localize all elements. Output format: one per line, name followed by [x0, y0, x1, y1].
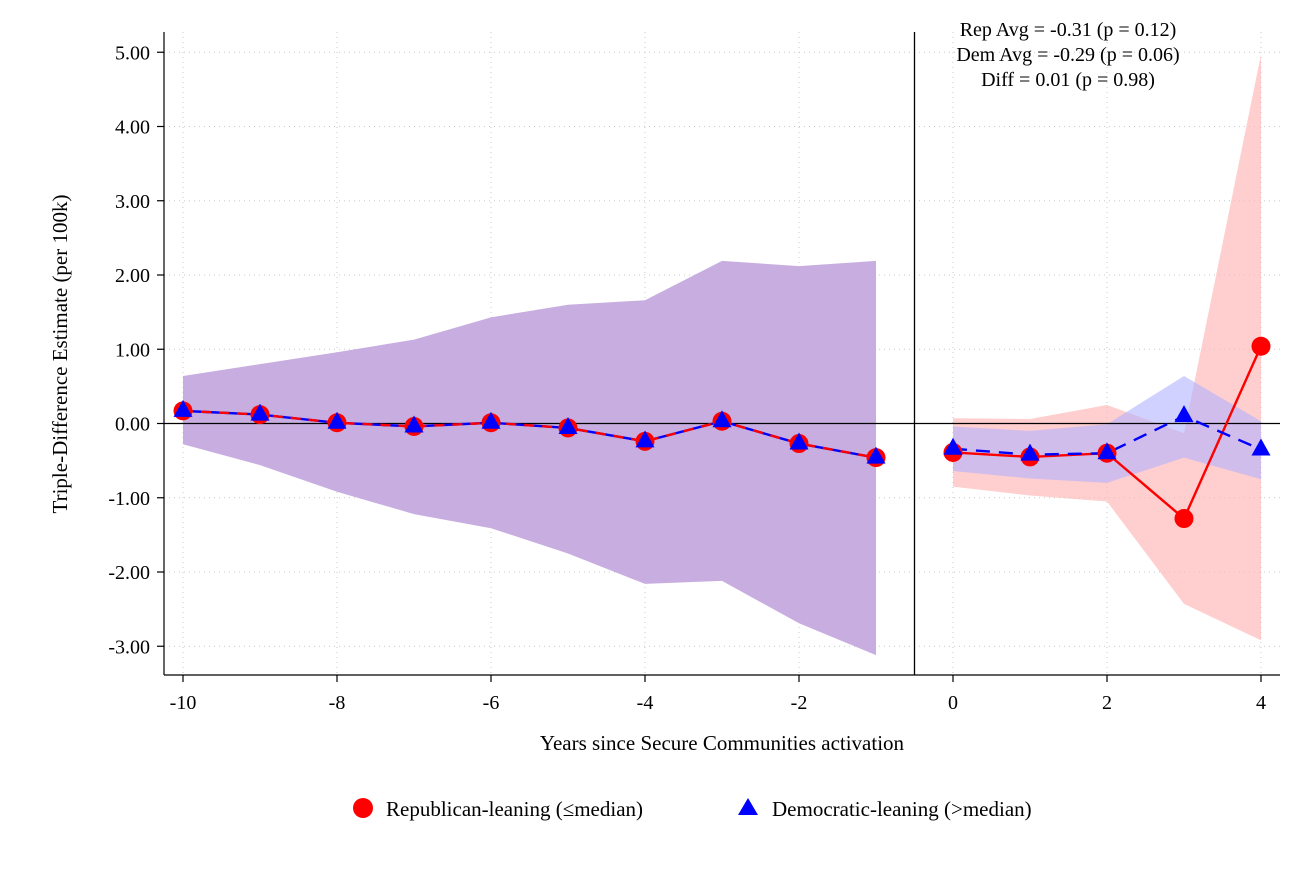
y-tick-label: -1.00: [108, 488, 150, 510]
y-tick-label: 3.00: [115, 191, 150, 213]
marker-democratic: [943, 437, 963, 455]
series-markers: [173, 336, 1271, 529]
legend: Republican-leaning (≤median) Democratic-…: [353, 797, 1032, 821]
x-tick-label: 2: [1102, 692, 1112, 714]
legend-marker-democratic: [738, 798, 758, 815]
y-tick-label: 2.00: [115, 265, 150, 287]
marker-democratic: [558, 416, 578, 434]
confidence-bands: [183, 54, 1261, 656]
marker-democratic: [1174, 405, 1194, 423]
marker-democratic: [481, 411, 501, 429]
marker-democratic: [173, 399, 193, 417]
axes: 5.00 4.00 3.00 2.00 1.00 0.00 -1.00 -2.00 -3.00 -…: [108, 32, 1280, 714]
marker-republican: [1251, 336, 1271, 356]
marker-democratic: [789, 432, 809, 450]
x-tick-label: -4: [637, 692, 654, 714]
legend-label-republican: Republican-leaning (≤median): [386, 797, 643, 821]
marker-democratic: [1251, 438, 1271, 456]
x-tick-label: -6: [483, 692, 500, 714]
marker-democratic: [1097, 442, 1117, 460]
annotation-diff: Diff = 0.01 (p = 0.98): [981, 69, 1155, 91]
marker-democratic: [404, 415, 424, 433]
x-tick-label: 4: [1256, 692, 1266, 714]
legend-marker-republican: [353, 798, 373, 818]
x-tick-label: -10: [170, 692, 197, 714]
marker-democratic: [635, 430, 655, 448]
marker-democratic: [250, 403, 270, 421]
x-tick-label: -2: [791, 692, 808, 714]
marker-democratic: [1020, 443, 1040, 461]
y-tick-label: -3.00: [108, 636, 150, 658]
marker-republican: [1174, 509, 1194, 529]
y-tick-label: 4.00: [115, 117, 150, 139]
y-tick-label: 1.00: [115, 339, 150, 361]
marker-democratic: [327, 411, 347, 429]
marker-democratic: [866, 446, 886, 464]
y-tick-label: 0.00: [115, 414, 150, 436]
y-tick-label: 5.00: [115, 42, 150, 64]
annotation-dem-avg: Dem Avg = -0.29 (p = 0.06): [956, 44, 1179, 66]
line-pre-period-republican: [182, 409, 877, 459]
x-tick-label: 0: [948, 692, 958, 714]
marker-democratic: [712, 410, 732, 428]
annotation-rep-avg: Rep Avg = -0.31 (p = 0.12): [960, 19, 1177, 41]
y-tick-label: -2.00: [108, 562, 150, 584]
x-tick-label: -8: [329, 692, 346, 714]
legend-label-democratic: Democratic-leaning (>median): [772, 797, 1032, 821]
x-axis-title: Years since Secure Communities activatio…: [540, 731, 905, 755]
line-post-period-democratic: [952, 414, 1262, 456]
y-axis-title: Triple-Difference Estimate (per 100k): [48, 195, 72, 514]
ci-band-pre-period: [183, 260, 876, 656]
ci-band-republican: [953, 54, 1261, 641]
